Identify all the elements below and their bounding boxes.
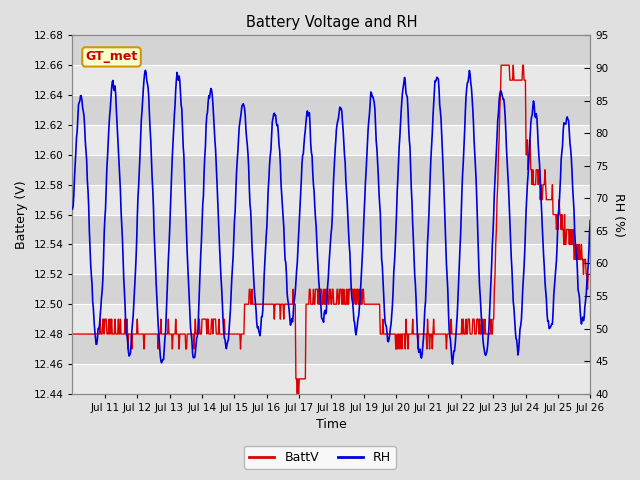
RH	[68, 206, 76, 212]
Y-axis label: Battery (V): Battery (V)	[15, 180, 28, 249]
Line: BattV: BattV	[72, 65, 590, 394]
BattV	[586, 272, 594, 277]
RH	[271, 110, 278, 116]
Bar	[72, 185, 590, 215]
BattV	[497, 62, 505, 68]
Text: GT_met: GT_met	[85, 50, 138, 63]
Line: RH: RH	[72, 71, 590, 364]
BattV	[385, 331, 393, 337]
Bar	[72, 65, 590, 95]
RH	[414, 342, 422, 348]
RH	[225, 327, 233, 333]
RH	[449, 361, 456, 367]
BattV	[225, 331, 232, 337]
BattV	[129, 331, 137, 337]
BattV	[250, 301, 258, 307]
RH	[385, 336, 393, 342]
X-axis label: Time: Time	[316, 419, 347, 432]
Bar	[72, 304, 590, 334]
BattV	[270, 301, 278, 307]
Legend: BattV, RH: BattV, RH	[244, 446, 396, 469]
RH	[251, 292, 259, 298]
BattV	[293, 391, 301, 396]
RH	[586, 217, 594, 223]
BattV	[414, 346, 422, 352]
RH	[129, 312, 137, 318]
Bar	[72, 125, 590, 155]
Bar	[72, 364, 590, 394]
RH	[141, 68, 149, 73]
Bar	[72, 244, 590, 275]
Y-axis label: RH (%): RH (%)	[612, 192, 625, 237]
Title: Battery Voltage and RH: Battery Voltage and RH	[246, 15, 417, 30]
BattV	[68, 331, 76, 337]
